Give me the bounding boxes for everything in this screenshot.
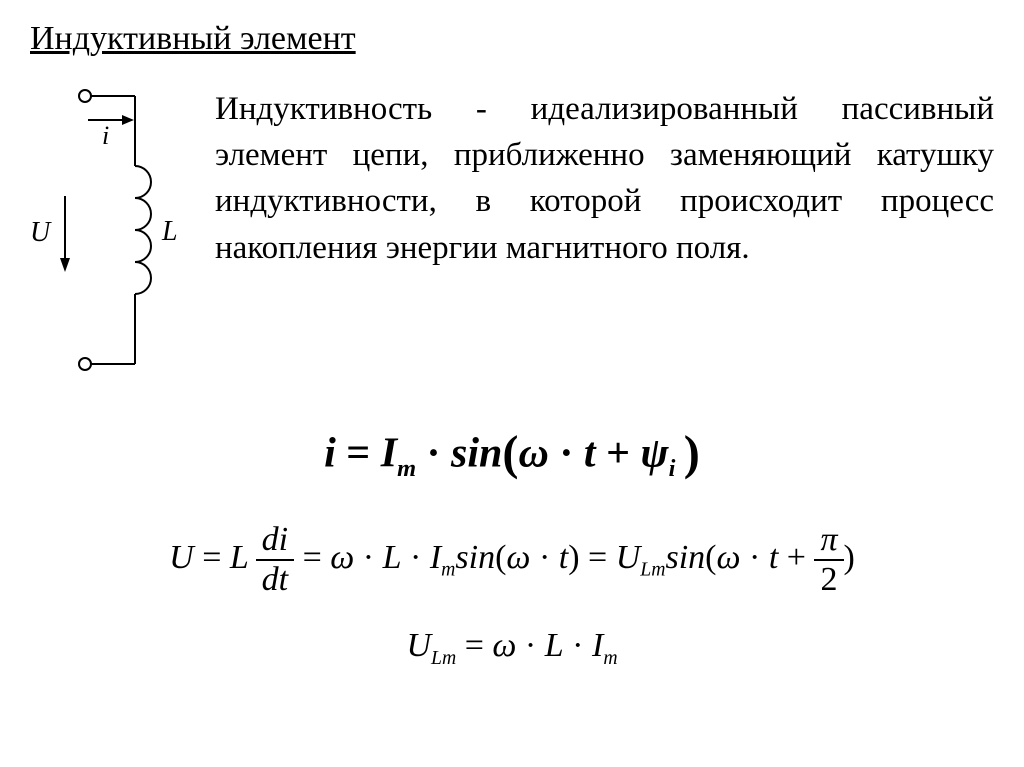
sym-pi: π xyxy=(820,521,837,558)
u-label: U xyxy=(30,217,52,248)
sym-i: i xyxy=(324,431,336,477)
sym-psi: ψ xyxy=(641,431,669,477)
sym-dot2: · xyxy=(549,431,584,477)
rp2: ) xyxy=(568,539,579,576)
sym-t2: t xyxy=(559,539,568,576)
sym-sin: sin xyxy=(451,431,502,477)
sym-di: di xyxy=(262,521,288,558)
sym-two: 2 xyxy=(821,561,838,598)
sym-L3: L xyxy=(545,627,564,664)
sym-Im3: I xyxy=(592,627,603,664)
rparen: ) xyxy=(684,427,700,480)
sym-eq2: = xyxy=(194,539,230,576)
sym-L2: L xyxy=(383,539,402,576)
sym-eq3: = xyxy=(294,539,330,576)
sym-eq4: = xyxy=(580,539,616,576)
sym-w2: ω xyxy=(506,539,530,576)
sym-omega: ω xyxy=(519,431,549,477)
sym-d1: · xyxy=(354,539,382,576)
lp2: ( xyxy=(495,539,506,576)
i-label: i xyxy=(102,121,109,150)
sym-t: t xyxy=(584,431,596,477)
sym-Im2: I xyxy=(430,539,441,576)
sym-plus: + xyxy=(596,431,641,477)
rp3: ) xyxy=(844,539,855,576)
formula-current: i = Im · sin(ω · t + ψi ) xyxy=(30,426,994,483)
definition-text: Индуктивность - идеализированный пассивн… xyxy=(215,86,994,271)
sym-d4: · xyxy=(741,539,769,576)
sym-eq5: = xyxy=(456,627,492,664)
sym-w1: ω xyxy=(330,539,354,576)
sym-Im-sub: m xyxy=(397,455,416,482)
sym-Im3-sub: m xyxy=(603,647,617,669)
sym-d3: · xyxy=(530,539,558,576)
page: Индуктивный элемент xyxy=(0,0,1024,690)
sym-psi-sub: i xyxy=(669,455,676,482)
sym-w4: ω xyxy=(492,627,516,664)
sym-dot1: · xyxy=(416,431,451,477)
sym-d6: · xyxy=(564,627,592,664)
sym-sin2: sin xyxy=(455,539,495,576)
inductor-diagram: i U L xyxy=(30,86,185,386)
circuit-svg: i U L xyxy=(30,86,185,386)
formula-amplitude: ULm = ω · L · Im xyxy=(30,627,994,670)
lparen: ( xyxy=(502,427,518,480)
sym-ULm2: U xyxy=(406,627,431,664)
sym-w3: ω xyxy=(717,539,741,576)
formula-voltage: U = L didt = ω · L · Imsin(ω · t) = ULms… xyxy=(30,523,994,597)
sym-d2: · xyxy=(402,539,430,576)
sym-Im: I xyxy=(381,431,397,477)
section-heading: Индуктивный элемент xyxy=(30,20,994,58)
sym-eq: = xyxy=(336,431,381,477)
sym-Im2-sub: m xyxy=(441,559,455,581)
sym-U: U xyxy=(169,539,194,576)
frac-pi2: π2 xyxy=(814,523,843,597)
sym-plus2: + xyxy=(778,539,814,576)
sym-ULm: U xyxy=(616,539,641,576)
sym-d5: · xyxy=(516,627,544,664)
content-row: i U L Индуктивность - идеализированный п… xyxy=(30,86,994,386)
l-label: L xyxy=(161,216,178,247)
sym-t3: t xyxy=(769,539,778,576)
sym-ULm2-sub: Lm xyxy=(431,647,456,669)
sym-sin3: sin xyxy=(665,539,705,576)
sym-L: L xyxy=(230,539,249,576)
lp3: ( xyxy=(705,539,716,576)
sym-dt: dt xyxy=(262,561,288,598)
formulas: i = Im · sin(ω · t + ψi ) U = L didt = ω… xyxy=(30,426,994,670)
frac-didt: didt xyxy=(256,523,294,597)
sym-ULm-sub: Lm xyxy=(640,559,665,581)
